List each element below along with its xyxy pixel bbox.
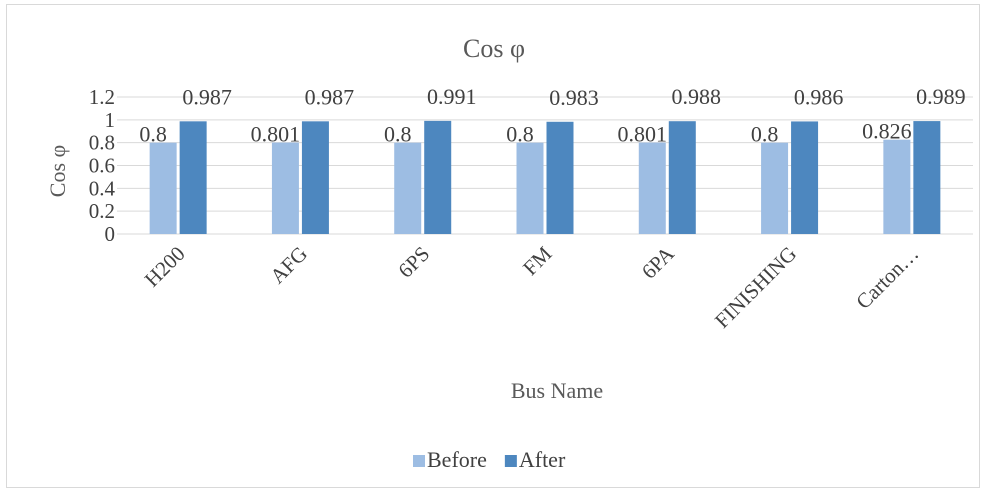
y-tick-label: 1 — [105, 108, 116, 132]
x-axis-ticks: H200 AFG 6PS FM 6PA FINISHING Carton… — [140, 241, 924, 333]
gridlines — [117, 96, 973, 235]
x-axis-title: Bus Name — [511, 378, 603, 403]
bar-before — [516, 142, 544, 234]
bar-after — [301, 121, 329, 234]
data-label-before: 0.801 — [618, 122, 668, 147]
data-label-after: 0.989 — [916, 84, 966, 109]
data-label-after: 0.986 — [794, 84, 844, 109]
bar-after — [179, 121, 207, 234]
bar-chart: Cos φ 00.20.40.60.811.2 0.80.9870.8010.9… — [45, 34, 973, 472]
legend-label-before: Before — [427, 447, 487, 472]
chart-title: Cos φ — [463, 34, 525, 63]
x-tick-label: 6PS — [393, 242, 434, 283]
x-tick-label: Carton… — [851, 242, 923, 314]
bar-after — [791, 121, 819, 234]
x-tick-label: 6PA — [637, 241, 680, 284]
y-axis-ticks: 00.20.40.60.811.2 — [89, 85, 116, 246]
bars — [149, 120, 941, 234]
bar-before — [883, 139, 911, 234]
data-label-after: 0.987 — [182, 84, 232, 109]
bar-before — [394, 142, 422, 234]
y-tick-label: 0.8 — [89, 131, 115, 155]
data-label-after: 0.988 — [672, 84, 722, 109]
data-label-before: 0.8 — [384, 122, 412, 147]
legend-swatch-before — [413, 455, 425, 467]
y-axis-title: Cos φ — [45, 145, 70, 197]
y-tick-label: 0 — [105, 222, 116, 246]
y-tick-label: 0.6 — [89, 154, 115, 178]
x-tick-label: FINISHING — [710, 242, 801, 333]
x-tick-label: H200 — [140, 242, 190, 292]
bar-before — [271, 142, 299, 234]
bar-after — [546, 121, 574, 234]
legend-label-after: After — [519, 447, 566, 472]
y-tick-label: 0.2 — [89, 199, 115, 223]
data-label-before: 0.8 — [751, 122, 779, 147]
bar-before — [149, 142, 177, 234]
bar-before — [761, 142, 789, 234]
data-label-after: 0.991 — [427, 84, 477, 109]
y-tick-label: 1.2 — [89, 85, 115, 109]
bar-after — [424, 120, 452, 234]
data-label-before: 0.8 — [139, 122, 167, 147]
bar-after — [668, 121, 696, 234]
x-tick-label: FM — [518, 241, 557, 280]
chart-frame: Cos φ 0 0.2 0.4 0.6 0.8 1 1.2 0.8 0.987 0.801 0.9… — [6, 4, 980, 488]
bar-before — [638, 142, 666, 234]
legend: Before After — [413, 447, 566, 472]
bar-after — [913, 121, 941, 234]
data-label-before: 0.826 — [862, 119, 912, 144]
x-tick-label: AFG — [265, 242, 312, 289]
data-label-after: 0.983 — [549, 85, 599, 110]
legend-swatch-after — [504, 455, 517, 467]
data-labels: 0.80.9870.8010.9870.80.9910.80.9830.8010… — [139, 84, 965, 147]
data-label-after: 0.987 — [305, 84, 355, 109]
y-tick-label: 0.4 — [89, 176, 116, 200]
data-label-before: 0.8 — [506, 122, 534, 147]
data-label-before: 0.801 — [251, 122, 301, 147]
